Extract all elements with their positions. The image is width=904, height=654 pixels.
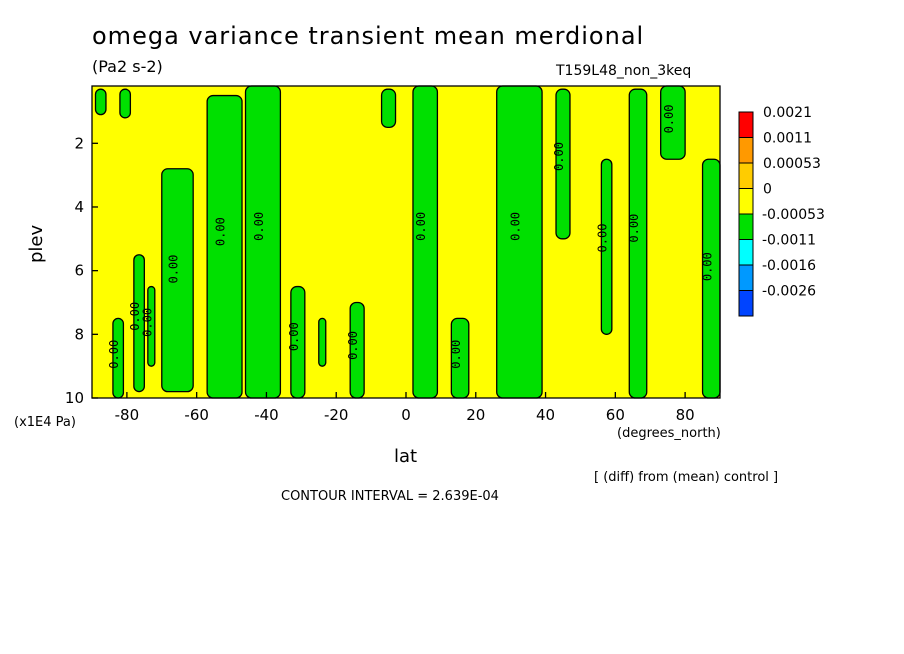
legend-swatch-5 [738,239,754,266]
negative-region-1 [119,88,132,119]
contour-interval: CONTOUR INTERVAL = 2.639E-04 [281,489,499,504]
legend-swatch-2 [738,162,754,189]
legend-level-5: -0.0011 [762,233,816,249]
contour-label-2: 0.00 [107,340,121,369]
y-ticks: 2 4 6 8 10 [65,134,98,407]
contour-label-17: 0.00 [627,214,641,243]
x-tick-label-8: 80 [676,406,695,424]
legend-level-7: -0.0026 [762,284,816,300]
negative-region-12 [412,85,439,399]
chart-title: omega variance transient mean merdional [92,22,645,50]
negative-region-15 [555,88,571,240]
y-axis-units: (x1E4 Pa) [14,415,76,430]
x-tick-label-4: 0 [401,406,411,424]
y-tick-label-3: 8 [74,325,84,343]
plot-background [92,86,720,398]
negative-region-9 [318,317,327,367]
legend-swatch-3 [738,188,754,215]
legend-level-1: 0.0011 [763,131,812,147]
run-name: T159L48_non_3keq [556,63,692,79]
contour-label-14: 0.00 [508,212,522,241]
legend-swatch-7 [738,290,754,317]
legend-swatch-6 [738,264,754,291]
y-tick-label-2: 6 [74,262,84,280]
contour-label-7: 0.00 [252,212,266,241]
contour-label-3: 0.00 [128,302,142,331]
negative-region-11 [380,88,397,129]
y-tick-label-4: 10 [65,389,84,407]
plot-area: 0.000.000.000.000.00 0.000.00 0.000.000.00… [91,85,721,399]
legend-swatch-1 [738,137,754,164]
negative-region-4 [147,285,156,367]
contour-label-6: 0.00 [214,217,228,246]
legend-swatch-4 [738,213,754,240]
negative-region-14 [496,85,543,399]
legend-level-3: 0 [763,182,772,198]
contour-label-8: 0.00 [287,322,301,351]
x-tick-label-3: -20 [324,406,349,424]
legend-swatch-0 [738,111,754,138]
negative-region-7 [244,85,282,399]
contour-label-16: 0.00 [596,224,610,253]
contour-label-18: 0.00 [662,104,676,133]
contour-label-12: 0.00 [414,212,428,241]
negative-region-3 [133,254,145,393]
y-tick-label-0: 2 [74,134,84,152]
x-tick-label-2: -40 [254,406,279,424]
diff-note: [ (diff) from (mean) control ] [594,470,779,485]
contour-label-10: 0.00 [346,331,360,360]
contour-label-4: 0.00 [140,308,154,337]
x-axis-label: lat [394,446,418,467]
x-tick-label-7: 60 [606,406,625,424]
contour-label-15: 0.00 [552,142,566,171]
legend-level-6: -0.0016 [762,258,816,274]
contour-label-19: 0.00 [700,252,714,281]
contour-label-13: 0.00 [449,340,463,369]
x-tick-label-5: 20 [466,406,485,424]
x-tick-label-0: -80 [115,406,140,424]
negative-region-16 [600,158,613,335]
contour-label-5: 0.00 [166,255,180,284]
negative-region-0 [94,88,107,116]
legend-level-2: 0.00053 [763,156,821,172]
x-tick-label-6: 40 [536,406,555,424]
y-tick-label-1: 4 [74,198,84,216]
x-ticks: -80 -60 -40 -20 0 20 40 60 80 [115,392,695,424]
color-legend: 0.0021 0.0011 0.00053 0 -0.00053 -0.0011 -0.00… [738,105,825,317]
legend-level-0: 0.0021 [763,105,812,121]
x-axis-units: (degrees_north) [617,426,721,441]
legend-level-4: -0.00053 [762,207,825,223]
negative-region-5 [161,168,194,393]
x-tick-label-1: -60 [184,406,209,424]
chart-units: (Pa2 s-2) [92,57,163,76]
